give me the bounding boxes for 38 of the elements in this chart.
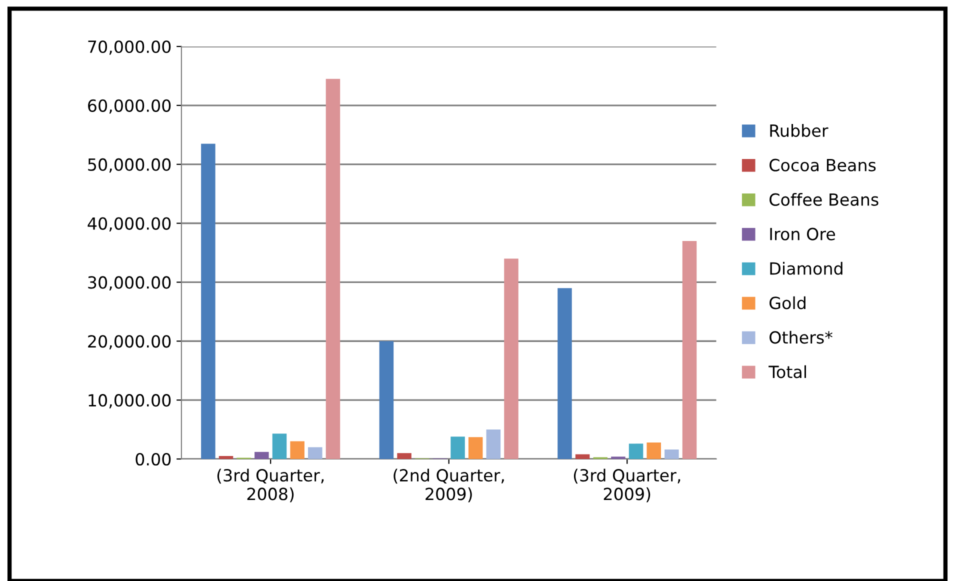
bar [450, 436, 465, 459]
legend-label: Total [768, 365, 806, 378]
bar [504, 258, 518, 459]
bar [664, 450, 679, 459]
y-tick-label: 70,000.00 [88, 40, 171, 55]
bar [308, 447, 322, 459]
y-tick-label: 10,000.00 [88, 394, 171, 408]
x-tick-label: (3rd Quarter, 2009) [574, 468, 680, 502]
y-tick-label: 50,000.00 [88, 158, 171, 173]
x-tick-label: (2nd Quarter, 2009) [394, 468, 504, 502]
bar [397, 453, 412, 459]
bar [254, 452, 269, 459]
bar [201, 144, 216, 459]
y-tick-label: 60,000.00 [88, 99, 171, 114]
bar [290, 441, 304, 459]
legend-label: Diamond [770, 262, 842, 275]
legend-label: Coffee Beans [770, 192, 878, 206]
y-tick-label: 40,000.00 [88, 217, 171, 232]
bar [558, 288, 572, 459]
bar [628, 444, 644, 459]
y-tick-label: 20,000.00 [88, 335, 171, 350]
bar [379, 341, 394, 459]
bar [326, 78, 340, 459]
bar [646, 442, 661, 459]
bar [218, 456, 234, 459]
legend-label: Iron Ore [770, 228, 836, 240]
legend-label: Others* [770, 330, 832, 344]
legend-label: Cocoa Beans [770, 158, 876, 172]
y-tick-label: 0.00 [136, 452, 171, 466]
bar [468, 437, 483, 459]
bar [272, 434, 287, 459]
legend-label: Rubber [770, 124, 828, 137]
legend-label: Gold [770, 296, 806, 310]
bar [575, 454, 590, 459]
x-tick-label: (3rd Quarter, 2008) [217, 468, 324, 502]
y-tick-label: 30,000.00 [88, 276, 171, 290]
bar [486, 430, 501, 459]
bar [682, 240, 697, 459]
